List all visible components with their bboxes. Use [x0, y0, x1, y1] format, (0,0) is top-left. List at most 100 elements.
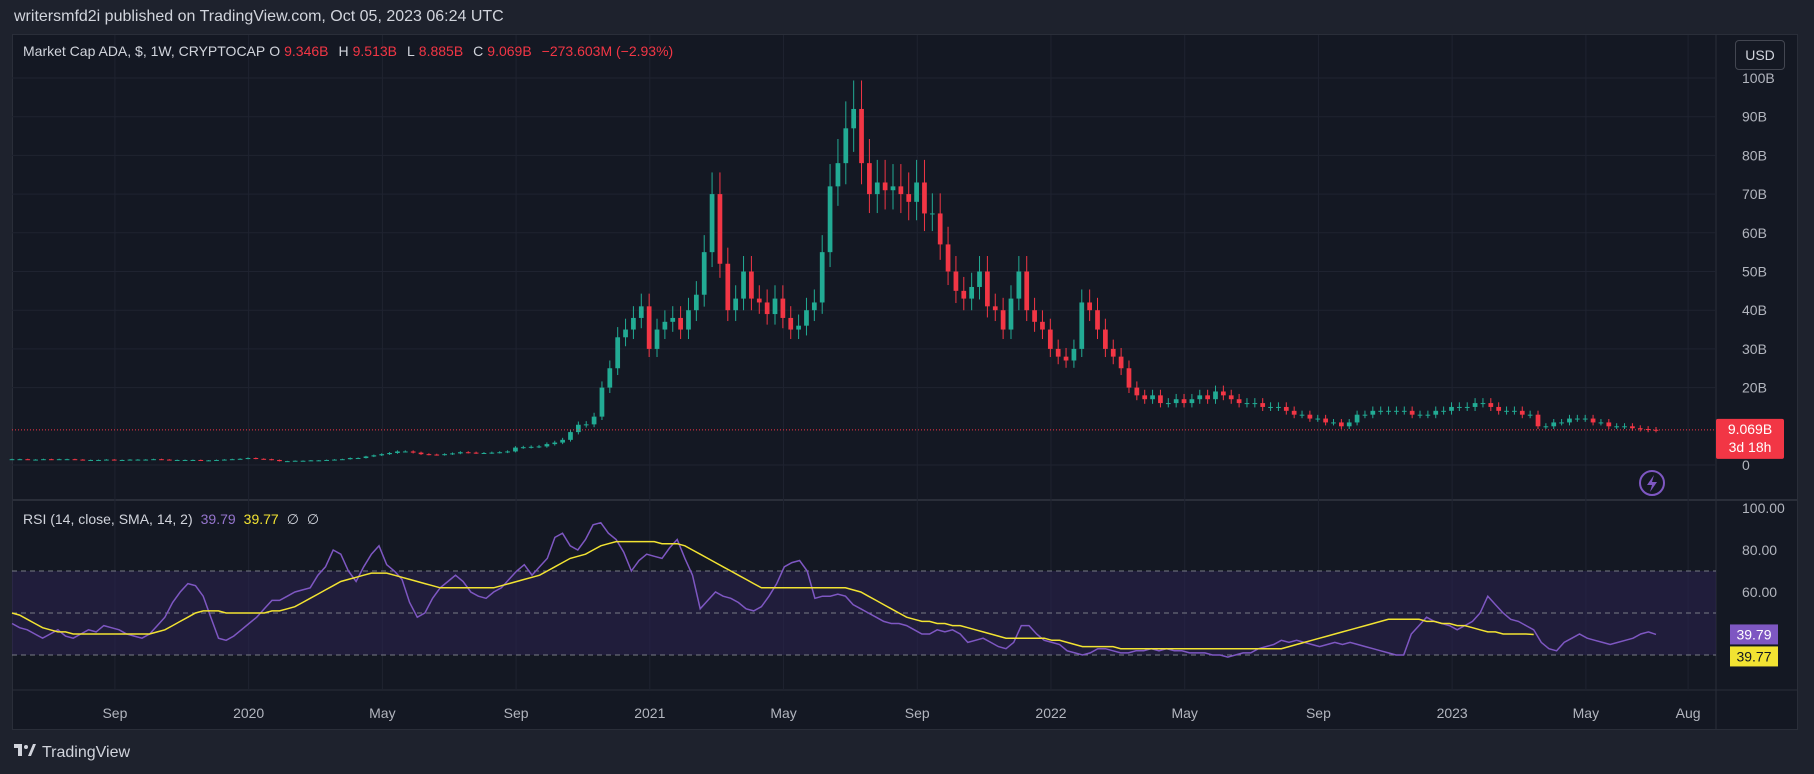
candle-body — [1480, 403, 1486, 405]
candle-body — [1551, 422, 1557, 427]
rsi-tick-label: 80.00 — [1742, 542, 1777, 558]
candle-body — [1299, 414, 1305, 416]
candle-body — [111, 459, 117, 461]
candle-body — [1362, 414, 1368, 416]
candle-body — [536, 446, 542, 448]
rsi-tag-bg — [1730, 624, 1778, 645]
time-tick-label: May — [369, 705, 395, 721]
candle-body — [725, 263, 731, 311]
candle-body — [450, 453, 455, 455]
close-value: 9.069B — [487, 43, 532, 59]
candle-body — [1252, 403, 1258, 405]
candle-body — [1519, 410, 1525, 415]
candle-body — [1236, 399, 1242, 404]
candle-body — [701, 252, 707, 295]
candle-body — [1016, 271, 1022, 299]
symbol-label: Market Cap ADA, $, 1W, CRYPTOCAP — [23, 43, 266, 59]
candle-body — [96, 459, 101, 461]
currency-button[interactable]: USD — [1735, 40, 1785, 70]
price-tick-label: 70B — [1742, 186, 1767, 202]
candle-body — [1449, 406, 1454, 411]
candle-body — [33, 459, 38, 461]
hide-icon-2[interactable]: ∅ — [306, 511, 320, 527]
candle-body — [1158, 395, 1163, 404]
candlestick-series — [9, 80, 1716, 463]
rsi-pane — [11, 521, 1716, 658]
candle-body — [953, 271, 959, 291]
candle-body — [1338, 422, 1344, 427]
tradingview-logo-icon[interactable] — [14, 743, 36, 763]
candle-body — [1472, 403, 1478, 407]
time-tick-label: Sep — [1306, 705, 1331, 721]
candle-body — [379, 454, 385, 456]
candle-body — [1095, 310, 1100, 330]
candle-body — [222, 459, 227, 461]
candle-body — [827, 186, 833, 253]
candle-body — [1000, 310, 1006, 330]
candle-body — [206, 460, 212, 462]
sma-tag-bg — [1730, 646, 1778, 667]
candle-body — [308, 460, 314, 462]
lightning-icon-ring — [1639, 470, 1665, 496]
candle-body — [1079, 302, 1085, 349]
candle-body — [214, 459, 219, 461]
low-label: L — [407, 43, 415, 59]
candle-body — [1456, 406, 1462, 408]
candle-body — [1433, 410, 1439, 415]
candle-body — [332, 459, 337, 461]
time-tick-label: Sep — [905, 705, 930, 721]
candle-body — [182, 459, 188, 461]
candle-body — [88, 459, 94, 461]
candle-body — [1181, 399, 1187, 404]
candle-body — [48, 459, 54, 461]
published-caption: writersmfd2i published on TradingView.co… — [14, 8, 504, 25]
candle-body — [638, 306, 644, 318]
candle-body — [1244, 403, 1250, 405]
candle-body — [1378, 410, 1384, 412]
candle-body — [1307, 414, 1313, 419]
lightning-icon — [1639, 470, 1665, 496]
footer-brand[interactable]: TradingView — [42, 744, 131, 761]
candle-body — [882, 182, 888, 191]
price-tick-label: 100B — [1742, 70, 1775, 86]
candle-body — [442, 454, 447, 456]
candle-body — [363, 456, 369, 459]
candle-body — [709, 194, 715, 253]
candle-body — [914, 182, 919, 202]
hide-icon-1[interactable]: ∅ — [286, 511, 299, 527]
candle-body — [473, 452, 479, 454]
candle-body — [796, 325, 801, 330]
candle-body — [434, 454, 440, 456]
candle-body — [568, 432, 573, 440]
candle-body — [135, 459, 141, 461]
candle-body — [1165, 403, 1171, 405]
candle-body — [402, 451, 408, 453]
price-tick-label: 20B — [1742, 380, 1767, 396]
candle-body — [1283, 406, 1289, 411]
candle-body — [985, 271, 990, 307]
price-tag-bg — [1716, 418, 1784, 459]
candle-body — [1559, 422, 1564, 424]
candle-body — [1386, 410, 1391, 412]
candle-body — [1417, 414, 1423, 416]
candle-body — [324, 459, 330, 461]
time-tick-label: 2021 — [634, 705, 665, 721]
candle-body — [1488, 403, 1494, 407]
candle-body — [1103, 329, 1108, 349]
candle-body — [1346, 422, 1352, 427]
high-value: 9.513B — [352, 43, 397, 59]
candle-body — [119, 459, 125, 461]
rsi-value: 39.79 — [200, 511, 236, 527]
candle-body — [851, 108, 857, 129]
time-tick-label: 2020 — [233, 705, 264, 721]
candle-body — [544, 444, 550, 447]
candle-body — [686, 310, 691, 330]
candle-body — [1590, 418, 1596, 423]
price-tag: 9.069B — [1728, 421, 1772, 437]
candle-body — [505, 451, 510, 453]
candle-body — [1228, 395, 1234, 400]
candle-body — [977, 271, 982, 287]
rsi-line — [11, 521, 1657, 658]
sma-tag: 39.77 — [1736, 648, 1771, 664]
